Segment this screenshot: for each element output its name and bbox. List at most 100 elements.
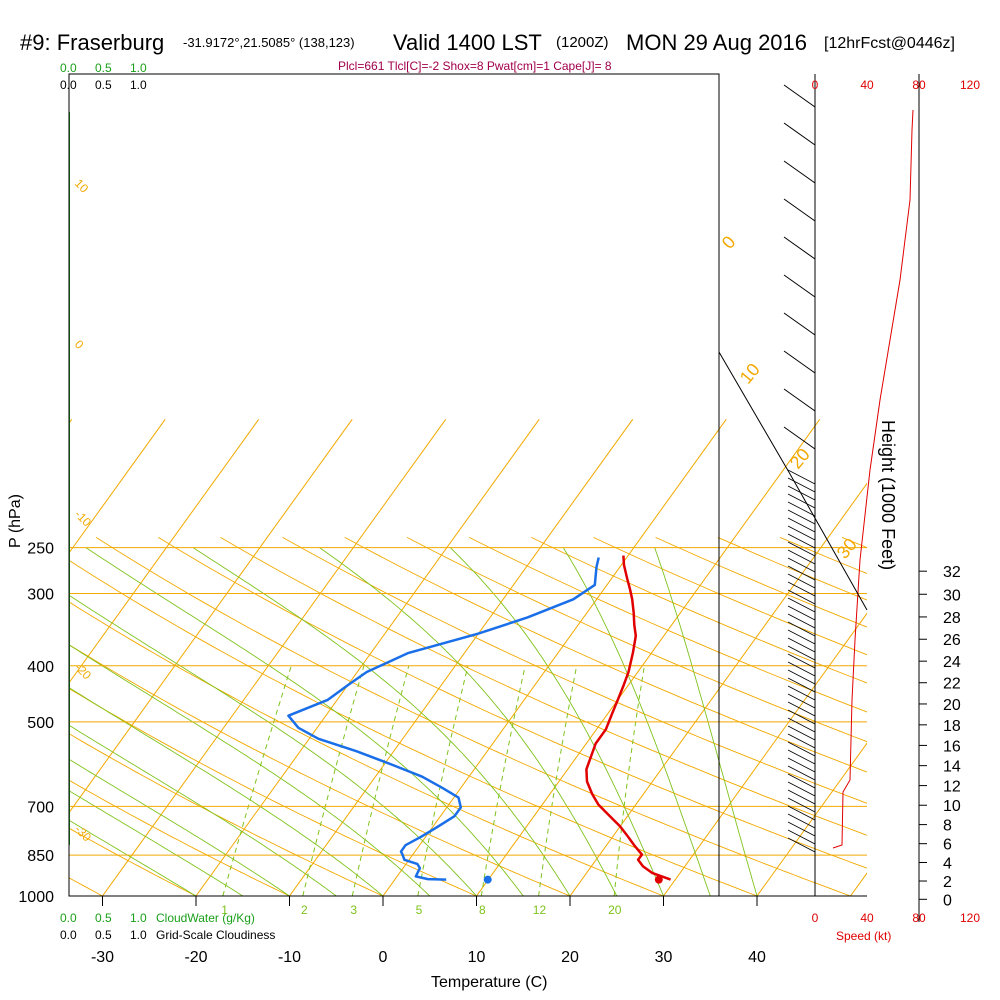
mixing-ratio-label: 1: [221, 903, 228, 917]
bottom-cloudiness-tick: 0.5: [95, 928, 112, 942]
moist-adiabat: [69, 758, 290, 896]
moist-adiabat: [69, 644, 431, 896]
wind-barb: [787, 581, 816, 597]
wind-barb: [787, 477, 816, 493]
wind-barb: [787, 797, 816, 813]
moist-adiabat: [69, 687, 384, 896]
wind-barb: [787, 781, 816, 797]
isotherm-line: [195, 418, 540, 896]
surface-temperature-point: [654, 875, 663, 884]
wind-barb: [787, 789, 816, 805]
station-coords: -31.9172°,21.5085° (138,123): [183, 35, 355, 50]
isotherm-line: [69, 418, 166, 554]
speed-tick-label: 0: [812, 911, 819, 925]
height-tick-label: 0: [943, 892, 952, 909]
valid-time: Valid 1400 LST: [393, 30, 542, 55]
wind-barb: [787, 525, 816, 541]
dry-adiabat: [69, 687, 478, 896]
wind-barb: [787, 837, 816, 853]
speed-tick-label: 40: [860, 911, 874, 925]
isotherm-line: [476, 418, 821, 896]
mixing-ratio-label: 2: [301, 903, 308, 917]
wind-barb: [783, 388, 816, 412]
forecast-run: [12hrFcst@0446z]: [824, 35, 955, 52]
height-tick-label: 12: [943, 779, 961, 796]
sounding-series: [287, 109, 914, 884]
wind-barb: [787, 813, 816, 829]
wind-barb: [787, 517, 816, 533]
wind-barb: [787, 613, 816, 629]
speed-axis-label: Speed (kt): [836, 929, 891, 943]
speed-tick-label: 40: [860, 78, 874, 92]
pressure-tick-label: 400: [27, 659, 54, 676]
x-tick-label: -10: [278, 949, 301, 966]
speed-tick-label: 80: [912, 911, 926, 925]
wind-barb: [783, 122, 816, 146]
wind-barb: [787, 549, 816, 565]
dry-adiabat: [69, 733, 385, 896]
wind-barb: [783, 236, 816, 260]
wind-barb: [783, 84, 816, 108]
height-tick-label: 26: [943, 632, 961, 649]
wind-barb: [787, 637, 816, 653]
wind-barb: [787, 565, 816, 581]
wind-barb: [783, 350, 816, 374]
height-tick-label: 10: [943, 798, 961, 815]
moist-adiabat: [69, 594, 477, 896]
x-tick-label: -30: [91, 949, 114, 966]
bottom-cloudiness-tick: 0.0: [60, 928, 77, 942]
x-tick-label: 30: [655, 949, 673, 966]
dry-adiabat: [158, 537, 867, 869]
dry-adiabat: [406, 536, 867, 743]
moist-adiabat: [192, 547, 571, 896]
speed-tick-label: 0: [812, 78, 819, 92]
dry-adiabat: [220, 537, 867, 836]
x-tick-label: 20: [561, 949, 579, 966]
mixing-ratio-label: 5: [416, 903, 423, 917]
moist-adiabat: [449, 547, 664, 896]
wind-barbs: [783, 84, 816, 853]
top-cloud-tick: 0.0: [60, 61, 77, 75]
surface-dewpoint-point: [483, 875, 492, 884]
wind-barb: [787, 573, 816, 589]
zulu-time: (1200Z): [556, 34, 609, 51]
moist-adiabat: [69, 790, 244, 896]
wind-barb: [787, 501, 816, 517]
wind-barb: [787, 773, 816, 789]
speed-tick-label: 80: [912, 78, 926, 92]
wind-barb: [787, 677, 816, 693]
isotherm-line: [756, 742, 867, 896]
wind-barb: [787, 733, 816, 749]
wind-barb: [787, 589, 816, 605]
dry-adiabat: [282, 537, 867, 804]
pressure-tick-label: 300: [27, 586, 54, 603]
wind-barb: [783, 198, 816, 222]
wind-barb: [787, 557, 816, 573]
mixing-ratio-label: 12: [533, 903, 547, 917]
height-tick-label: 18: [943, 718, 961, 735]
moist-adiabat: [85, 547, 524, 896]
moist-adiabat: [69, 819, 197, 896]
dry-adiabat: [468, 536, 867, 713]
dry-adiabat: [69, 601, 665, 896]
wind-barb: [787, 717, 816, 733]
bottom-cloud-tick: 0.5: [95, 911, 112, 925]
moist-adiabat: [69, 724, 337, 896]
wind-barb: [787, 685, 816, 701]
moist-adiabat: [319, 547, 618, 896]
top-cloudiness-tick: 1.0: [130, 78, 147, 92]
isotherm-line: [102, 418, 447, 896]
wind-speed-line: [832, 109, 914, 849]
wind-barb: [787, 605, 816, 621]
isotherm-line: [382, 418, 727, 896]
dewpoint-line: [287, 557, 600, 881]
wind-barb: [787, 493, 816, 509]
height-tick-label: 20: [943, 697, 961, 714]
bottom-cloud-tick: 0.0: [60, 911, 77, 925]
height-tick-label: 16: [943, 738, 961, 755]
bottom-cloud-tick: 1.0: [130, 911, 147, 925]
temperature-line: [585, 555, 672, 881]
forecast-date: MON 29 Aug 2016: [626, 30, 807, 55]
height-tick-label: 2: [943, 874, 952, 891]
